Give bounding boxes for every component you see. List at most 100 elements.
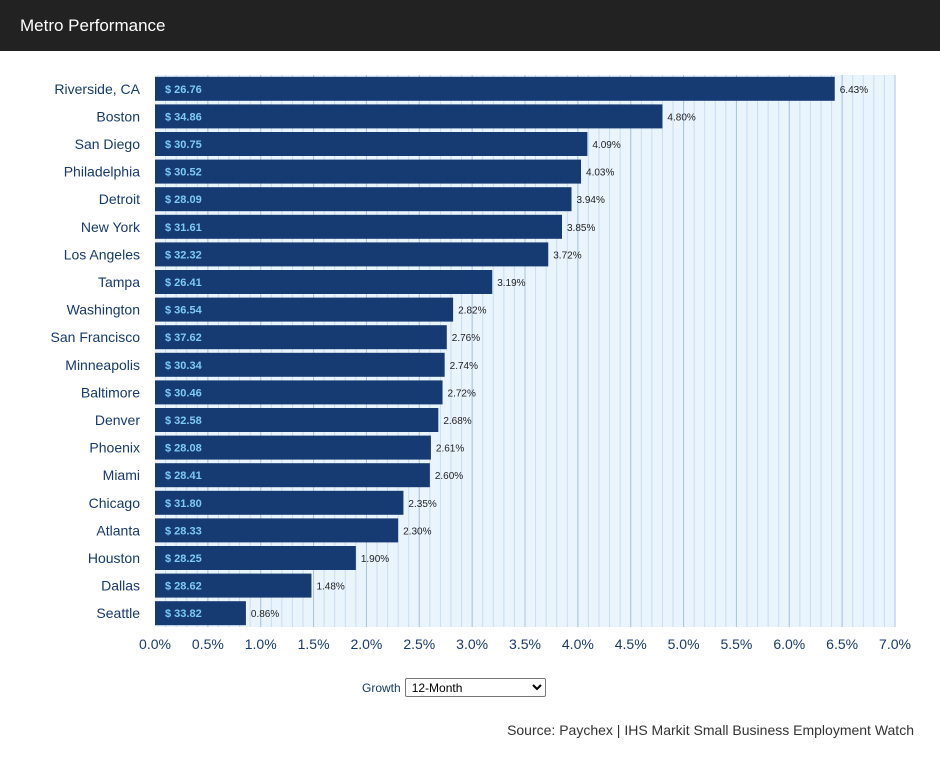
wage-label: $ 30.34 <box>165 360 203 372</box>
value-label: 3.72% <box>553 250 581 261</box>
wage-label: $ 28.33 <box>165 525 202 537</box>
bar <box>155 490 404 515</box>
category-label: New York <box>81 219 141 235</box>
x-tick-label: 4.5% <box>615 636 647 652</box>
category-label: Boston <box>96 108 140 124</box>
wage-label: $ 26.41 <box>165 277 202 289</box>
source-note: Source: Paychex | IHS Markit Small Busin… <box>507 722 914 738</box>
bar <box>155 159 582 184</box>
bar <box>155 463 430 488</box>
bar <box>155 132 588 156</box>
value-label: 0.86% <box>251 609 279 620</box>
value-label: 3.94% <box>577 195 605 206</box>
value-label: 4.03% <box>586 168 614 179</box>
bar <box>155 297 454 322</box>
bar <box>155 518 399 543</box>
wage-label: $ 28.25 <box>165 553 202 565</box>
value-label: 2.68% <box>443 416 471 427</box>
value-label: 2.30% <box>403 526 431 537</box>
x-tick-label: 1.0% <box>245 636 277 652</box>
page-title: Metro Performance <box>20 16 166 35</box>
wage-label: $ 36.54 <box>165 305 203 317</box>
bar <box>155 325 447 350</box>
value-label: 2.76% <box>452 333 480 344</box>
category-label: San Francisco <box>51 329 141 345</box>
wage-label: $ 28.09 <box>165 194 202 206</box>
wage-label: $ 28.08 <box>165 443 202 455</box>
x-tick-label: 3.5% <box>509 636 541 652</box>
value-label: 2.61% <box>436 444 464 455</box>
x-tick-label: 4.0% <box>562 636 594 652</box>
growth-period-select[interactable]: 12-Month <box>404 678 546 697</box>
x-tick-label: 5.5% <box>720 636 752 652</box>
wage-label: $ 32.58 <box>165 415 202 427</box>
x-tick-label: 3.0% <box>456 636 488 652</box>
x-tick-label: 5.0% <box>668 636 700 652</box>
bar <box>155 352 445 377</box>
category-label: Los Angeles <box>64 246 140 262</box>
wage-label: $ 28.41 <box>165 470 202 482</box>
category-label: Atlanta <box>96 522 140 538</box>
wage-label: $ 30.46 <box>165 387 202 399</box>
category-label: Houston <box>88 550 140 566</box>
wage-label: $ 26.76 <box>165 84 202 96</box>
category-label: Miami <box>103 467 140 483</box>
category-label: Denver <box>95 412 140 428</box>
bar <box>155 408 439 432</box>
category-label: Seattle <box>96 605 140 621</box>
category-label: Dallas <box>101 578 140 594</box>
bar <box>155 380 443 405</box>
wage-label: $ 31.61 <box>165 222 202 234</box>
category-label: Chicago <box>89 495 141 511</box>
wage-label: $ 33.82 <box>165 608 202 620</box>
growth-control: Growth 12-Month <box>362 678 546 697</box>
category-label: Phoenix <box>89 440 140 456</box>
category-label: Minneapolis <box>65 357 140 373</box>
x-tick-label: 0.5% <box>192 636 224 652</box>
wage-label: $ 32.32 <box>165 249 202 261</box>
bar <box>155 435 431 460</box>
value-label: 2.82% <box>458 306 486 317</box>
category-label: Detroit <box>99 191 140 207</box>
bar <box>155 104 663 129</box>
category-label: Washington <box>67 302 140 318</box>
x-tick-label: 2.5% <box>403 636 435 652</box>
value-label: 4.80% <box>667 112 695 123</box>
x-tick-label: 1.5% <box>298 636 330 652</box>
x-tick-label: 7.0% <box>879 636 911 652</box>
metro-growth-bar-chart: $ 26.76 6.43% Riverside, CA $ 34.86 4.80% Bos… <box>51 75 911 652</box>
category-label: Baltimore <box>81 384 140 400</box>
wage-label: $ 31.80 <box>165 498 202 510</box>
bar <box>155 601 246 626</box>
bar <box>155 573 312 598</box>
value-label: 1.90% <box>361 554 389 565</box>
value-label: 3.19% <box>497 278 525 289</box>
x-tick-label: 6.5% <box>826 636 858 652</box>
bar <box>155 214 562 239</box>
bar <box>155 187 572 212</box>
bar <box>155 242 549 267</box>
x-tick-label: 0.0% <box>139 636 171 652</box>
value-label: 2.74% <box>450 361 478 372</box>
value-label: 6.43% <box>840 85 868 96</box>
value-label: 3.85% <box>567 223 595 234</box>
value-label: 1.48% <box>316 582 344 593</box>
page-header: Metro Performance <box>0 0 940 51</box>
bar <box>155 546 356 570</box>
value-label: 4.09% <box>592 140 620 151</box>
bar <box>155 270 493 294</box>
wage-label: $ 28.62 <box>165 581 202 593</box>
value-label: 2.72% <box>448 388 476 399</box>
wage-label: $ 30.75 <box>165 139 202 151</box>
growth-label: Growth <box>362 680 401 695</box>
value-label: 2.60% <box>435 471 463 482</box>
bar <box>155 76 835 101</box>
category-label: Philadelphia <box>64 164 140 180</box>
value-label: 2.35% <box>408 499 436 510</box>
wage-label: $ 37.62 <box>165 332 202 344</box>
category-label: Tampa <box>98 274 140 290</box>
category-label: San Diego <box>75 136 141 152</box>
wage-label: $ 34.86 <box>165 111 202 123</box>
wage-label: $ 30.52 <box>165 167 202 179</box>
category-label: Riverside, CA <box>54 81 140 97</box>
